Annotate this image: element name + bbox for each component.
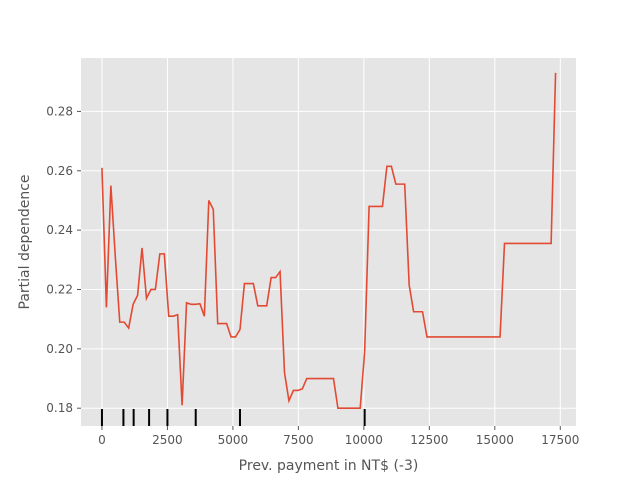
x-tick-label: 10000: [345, 433, 383, 447]
y-tick-label: 0.24: [46, 223, 73, 237]
y-tick-label: 0.26: [46, 164, 73, 178]
x-tick-label: 15000: [476, 433, 514, 447]
partial-dependence-line: [101, 72, 557, 409]
x-tick-label: 5000: [218, 433, 249, 447]
x-tick-label: 12500: [410, 433, 448, 447]
y-axis-label: Partial dependence: [17, 174, 33, 309]
y-axis-ticks: 0.18 0.20 0.22 0.24 0.26 0.28: [46, 104, 81, 415]
y-tick-label: 0.20: [46, 342, 73, 356]
rug-marks: [100, 409, 366, 426]
y-tick-label: 0.28: [46, 104, 73, 118]
x-tick-label: 7500: [283, 433, 314, 447]
x-axis-ticks: 0 2500 5000 7500 10000 12500 15000 17500: [98, 426, 579, 447]
x-tick-label: 2500: [152, 433, 183, 447]
x-tick-label: 0: [98, 433, 106, 447]
x-tick-label: 17500: [541, 433, 579, 447]
grid-lines: [81, 58, 576, 426]
plot-area: [81, 58, 576, 426]
y-tick-label: 0.18: [46, 401, 73, 415]
x-axis-label: Prev. payment in NT$ (-3): [239, 458, 419, 474]
y-tick-label: 0.22: [46, 282, 73, 296]
